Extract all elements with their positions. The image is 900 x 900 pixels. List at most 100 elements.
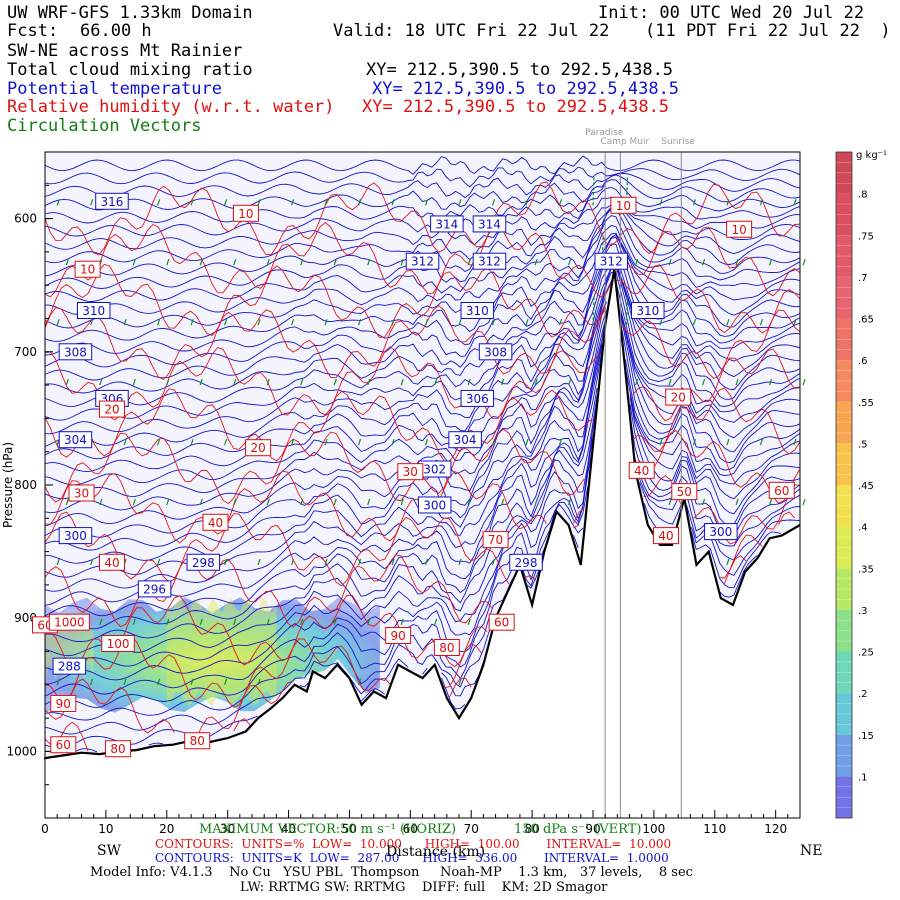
circulation-vector (802, 378, 806, 386)
circulation-vector (224, 438, 228, 446)
rh-label-box (665, 388, 692, 406)
rh-contour (44, 346, 801, 422)
x-tick-label: 110 (703, 822, 726, 836)
theta-contour (44, 512, 782, 697)
circulation-vector (726, 199, 730, 206)
x-axis-title: Distance (km) (386, 844, 486, 860)
colorbar-tick-label: .8 (858, 190, 868, 201)
colorbar-tick-label: .4 (858, 523, 868, 534)
theta-contour (44, 350, 801, 578)
cross-section-title: SW-NE across Mt Rainier (7, 41, 243, 61)
y-tick-label: 1000 (6, 744, 37, 758)
circulation-vector (400, 378, 404, 386)
theta-contour (44, 179, 801, 224)
theta-label-box (405, 252, 440, 270)
rh-label: 40 (634, 464, 649, 478)
rh-label-box (98, 553, 125, 571)
circulation-vector (534, 378, 538, 386)
circulation-vector (166, 259, 170, 266)
x-tick-label: 50 (342, 822, 357, 836)
rh-label: 10 (80, 263, 95, 277)
rh-contour (44, 387, 801, 462)
theta-label: 310 (636, 304, 659, 318)
rh-label: 90 (391, 629, 406, 643)
rh-label: 100 (107, 637, 130, 651)
circulation-vector (659, 318, 663, 326)
circulation-vector (668, 498, 672, 506)
circulation-vector (434, 618, 438, 626)
circulation-vector (735, 259, 739, 266)
theta-contour (44, 203, 801, 289)
rh-label-box (48, 613, 90, 631)
circulation-vector (501, 498, 505, 506)
circulation-vector (768, 498, 773, 506)
circulation-vector (735, 498, 739, 506)
circulation-vector (157, 558, 161, 566)
theta-label: 306 (466, 392, 489, 406)
valid-time: Valid: 18 UTC Fri 22 Jul 22 (333, 21, 610, 41)
rh-contour (44, 263, 801, 338)
landmark-label-camp-muir: Camp Muir (600, 137, 650, 147)
theta-label-box (631, 302, 665, 320)
init-time: Init: 00 UTC Wed 20 Jul 22 (598, 3, 865, 23)
circulation-vector (333, 378, 337, 386)
rh-label-box (628, 461, 655, 479)
colorbar-tick-label: .2 (858, 689, 868, 700)
theta-contour (44, 187, 801, 237)
circulation-vector (224, 558, 228, 566)
circulation-vector (65, 498, 69, 506)
circulation-vector (190, 318, 194, 326)
theta-label-box (704, 523, 738, 541)
circulation-vector (357, 199, 362, 206)
rh-contour (44, 554, 747, 628)
circulation-vector (324, 199, 328, 206)
theta-contour (44, 243, 801, 394)
circulation-vector (467, 618, 471, 626)
rh-label: 10 (731, 223, 746, 237)
theta-label-box (76, 302, 111, 320)
circulation-vector (501, 378, 505, 386)
vector-legend-a: MAXIMUM VECTOR: (199, 822, 341, 837)
circulation-vector (132, 618, 136, 626)
theta-contour (44, 225, 801, 329)
theta-contour (44, 166, 801, 188)
colorbar-unit: g kg⁻¹ (856, 150, 887, 161)
theta-label-box (95, 192, 129, 210)
x-tick-label: 10 (98, 822, 113, 836)
circulation-vector (123, 438, 127, 446)
circulation-vector (458, 678, 462, 685)
y-tick-label: 600 (14, 212, 37, 226)
circulation-vector (802, 259, 806, 266)
circulation-vector (367, 378, 371, 386)
theta-label: 304 (454, 433, 477, 447)
theta-contour (44, 401, 801, 617)
theta-label-box (186, 553, 221, 571)
theta-label-box (594, 252, 628, 270)
circulation-vector (759, 318, 763, 326)
circulation-vector (132, 378, 136, 386)
rh-label: 20 (671, 391, 686, 405)
colorbar-tick-label: .75 (858, 231, 874, 242)
circulation-vector (257, 318, 261, 326)
theta-contour (44, 252, 801, 407)
circulation-vector (391, 558, 395, 566)
circulation-vector (56, 558, 60, 566)
rh-label-box (232, 204, 259, 222)
rh-label-box (50, 694, 77, 712)
rh-contour (44, 222, 801, 298)
circulation-vector (56, 318, 60, 326)
forecast-label: Fcst: (7, 21, 59, 41)
rh-contour (44, 635, 483, 708)
theta-label: 314 (435, 217, 458, 231)
rh-contour (44, 470, 800, 545)
circulation-vector (400, 259, 404, 266)
circulation-vector (300, 498, 304, 506)
circulation-vector (90, 558, 94, 566)
circulation-vector (257, 199, 261, 206)
theta-label: 298 (515, 556, 538, 570)
circulation-vector (190, 678, 194, 685)
circulation-vector (702, 259, 706, 266)
circulation-vector (65, 259, 69, 266)
local-time: (11 PDT Fri 22 Jul 22 ) (645, 21, 891, 41)
circulation-vector (233, 618, 237, 626)
